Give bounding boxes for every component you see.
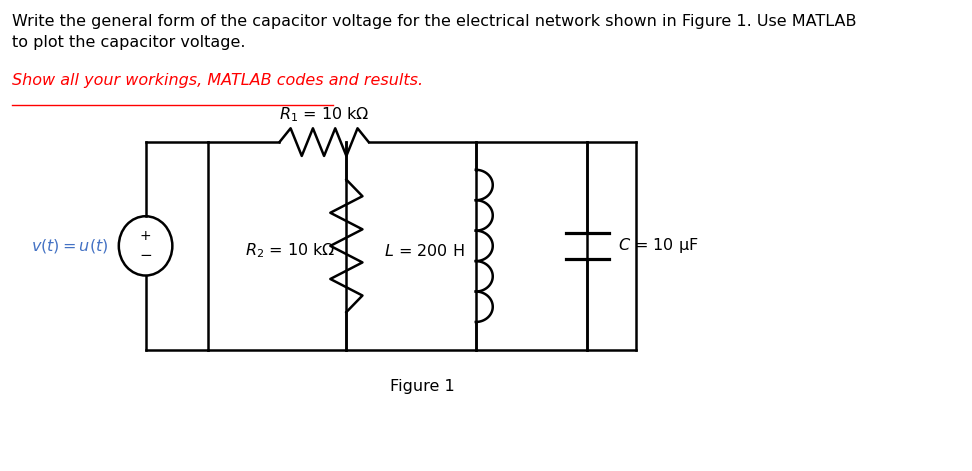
- Text: $v(t) = u(t)$: $v(t) = u(t)$: [31, 237, 108, 255]
- Text: −: −: [139, 248, 152, 263]
- Text: Show all your workings, MATLAB codes and results.: Show all your workings, MATLAB codes and…: [12, 73, 423, 88]
- Text: $R_1$ = 10 kΩ: $R_1$ = 10 kΩ: [279, 106, 369, 124]
- Text: $L$ = 200 H: $L$ = 200 H: [385, 243, 465, 259]
- Text: Figure 1: Figure 1: [390, 379, 455, 394]
- Text: $R_2$ = 10 kΩ: $R_2$ = 10 kΩ: [245, 242, 335, 260]
- Text: $C$ = 10 μF: $C$ = 10 μF: [617, 236, 698, 255]
- Text: Write the general form of the capacitor voltage for the electrical network shown: Write the general form of the capacitor …: [12, 14, 856, 49]
- Text: +: +: [140, 229, 152, 243]
